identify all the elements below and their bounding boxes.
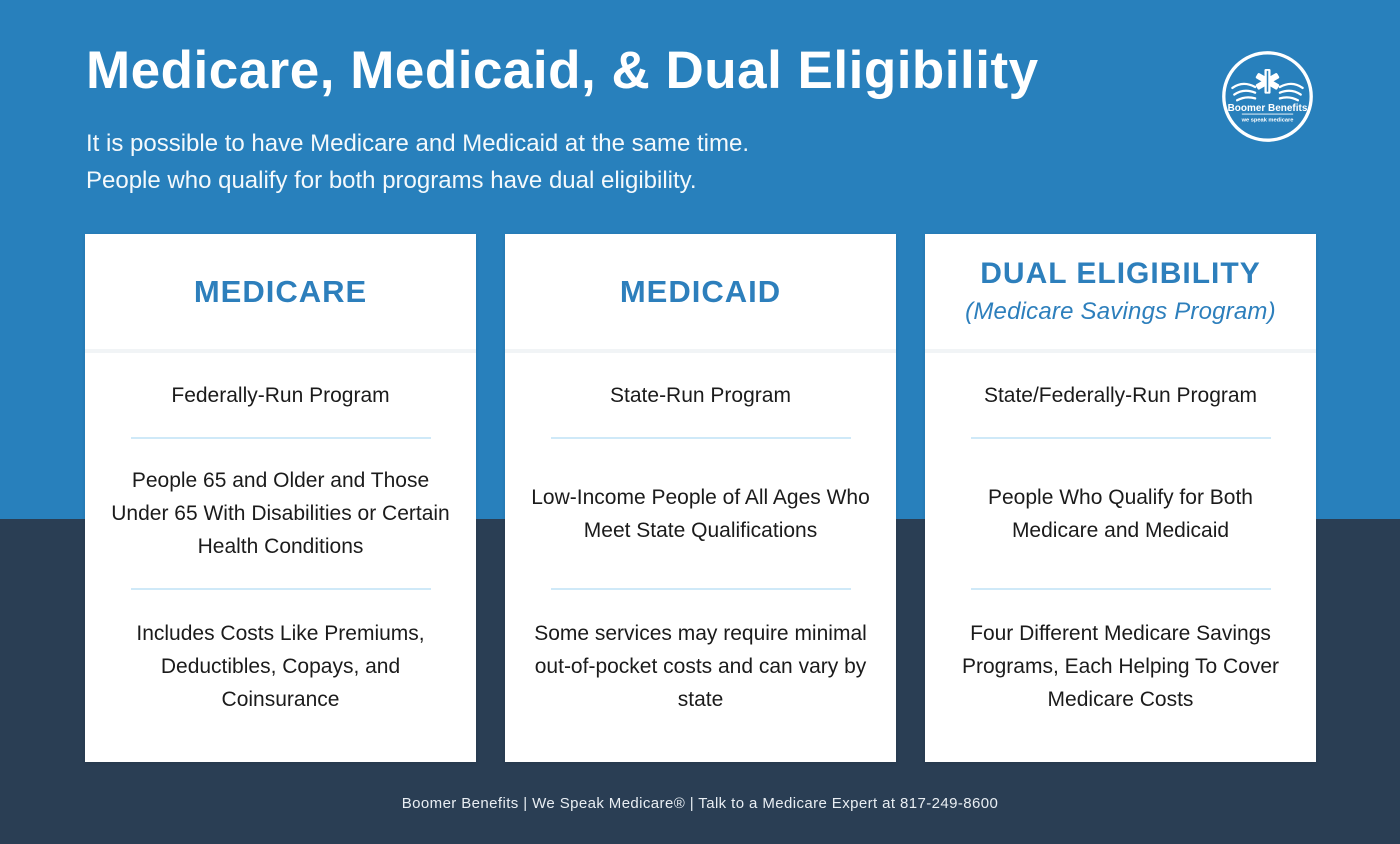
card-medicaid-row-program: State-Run Program: [610, 383, 791, 407]
divider: [970, 588, 1271, 590]
card-medicaid-body: State-Run Program Low-Income People of A…: [505, 353, 896, 762]
card-dual-row-costs: Four Different Medicare Savings Programs…: [961, 621, 1280, 711]
divider: [130, 437, 431, 439]
card-dual-eligibility: DUAL ELIGIBILITY (Medicare Savings Progr…: [925, 234, 1316, 762]
divider: [970, 437, 1271, 439]
card-medicare-header: MEDICARE: [85, 234, 476, 353]
card-medicare: MEDICARE Federally-Run Program People 65…: [85, 234, 476, 762]
logo-name: Boomer Benefits: [1228, 103, 1308, 114]
page-subtitle: It is possible to have Medicare and Medi…: [86, 125, 1039, 199]
divider: [130, 588, 431, 590]
logo-circle: [1222, 51, 1313, 142]
subtitle-line-1: It is possible to have Medicare and Medi…: [86, 130, 749, 157]
card-dual-eligibility-title: DUAL ELIGIBILITY: [980, 257, 1261, 290]
page-title: Medicare, Medicaid, & Dual Eligibility: [86, 41, 1039, 100]
subtitle-line-2: People who qualify for both programs hav…: [86, 167, 697, 194]
card-medicaid-row-eligibility: Low-Income People of All Ages Who Meet S…: [531, 485, 870, 542]
card-dual-eligibility-subtitle: (Medicare Savings Program): [965, 298, 1276, 325]
logo-tagline: we speak medicare: [1241, 118, 1294, 124]
header: Medicare, Medicaid, & Dual Eligibility I…: [86, 40, 1039, 199]
star-of-life-icon: [1255, 68, 1280, 94]
card-dual-eligibility-header: DUAL ELIGIBILITY (Medicare Savings Progr…: [925, 234, 1316, 353]
card-medicare-row-eligibility: People 65 and Older and Those Under 65 W…: [111, 469, 450, 558]
card-medicaid-row-costs: Some services may require minimal out-of…: [534, 621, 867, 711]
card-medicare-title: MEDICARE: [193, 273, 368, 309]
card-medicaid-header: MEDICAID: [505, 234, 896, 353]
divider: [550, 437, 851, 439]
card-medicare-row-program: Federally-Run Program: [171, 383, 390, 407]
boomer-benefits-logo: Boomer Benefits we speak medicare: [1222, 51, 1313, 142]
card-dual-eligibility-body: State/Federally-Run Program People Who Q…: [925, 353, 1316, 762]
divider: [550, 588, 851, 590]
logo-wings-icon: [1231, 82, 1304, 102]
card-dual-row-program: State/Federally-Run Program: [983, 383, 1258, 407]
card-medicare-body: Federally-Run Program People 65 and Olde…: [85, 353, 476, 762]
card-medicare-row-costs: Includes Costs Like Premiums, Deductible…: [136, 621, 425, 711]
card-dual-row-eligibility: People Who Qualify for Both Medicare and…: [988, 485, 1253, 542]
comparison-cards: MEDICARE Federally-Run Program People 65…: [85, 234, 1316, 762]
card-medicaid: MEDICAID State-Run Program Low-Income Pe…: [505, 234, 896, 762]
card-medicaid-title: MEDICAID: [619, 273, 782, 309]
footer-contact-line: Boomer Benefits | We Speak Medicare® | T…: [401, 795, 999, 812]
